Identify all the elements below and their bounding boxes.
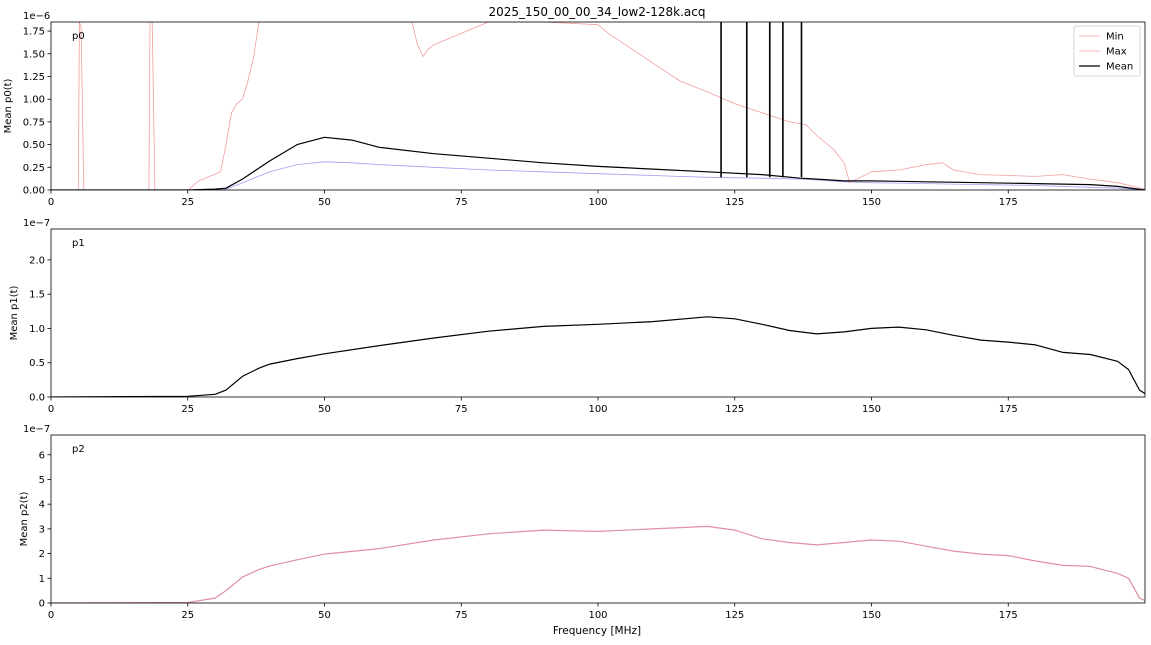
legend-label-mean: Mean (1106, 62, 1133, 73)
axes-frame (50, 228, 1146, 398)
x-tick-label: 0 (48, 610, 54, 621)
y-tick-label: 1.50 (23, 49, 45, 60)
legend-box (1073, 25, 1141, 77)
y-tick-label: 0.50 (23, 140, 45, 151)
x-tick-label: 75 (455, 197, 468, 208)
y-tick-label: 0.0 (29, 393, 45, 404)
y-offset-text: 1e−6 (23, 11, 50, 22)
axes-frame (50, 21, 1146, 191)
y-tick-label: 2.0 (29, 255, 45, 266)
y-tick-label: 6 (39, 450, 45, 461)
y-tick-label: 5 (39, 475, 45, 486)
x-tick-label: 175 (999, 197, 1018, 208)
y-axis-label: Mean p2(t) (19, 491, 30, 546)
x-tick-label: 100 (588, 197, 607, 208)
y-axis-label: Mean p1(t) (9, 285, 20, 340)
y-tick-label: 1.5 (29, 290, 45, 301)
panel-label: p2 (72, 444, 85, 455)
x-tick-label: 50 (318, 404, 331, 415)
y-offset-text: 1e−7 (23, 218, 50, 229)
y-tick-label: 1 (39, 574, 45, 585)
x-tick-label: 50 (318, 610, 331, 621)
y-tick-label: 2 (39, 549, 45, 560)
x-tick-label: 150 (862, 610, 881, 621)
y-tick-label: 1.25 (23, 72, 45, 83)
y-tick-label: 4 (39, 500, 45, 511)
y-tick-label: 3 (39, 524, 45, 535)
x-tick-label: 0 (48, 197, 54, 208)
series-line-main (51, 316, 1145, 397)
x-tick-label: 0 (48, 404, 54, 415)
legend-label-max: Max (1106, 47, 1127, 58)
x-tick-label: 50 (318, 197, 331, 208)
panel-p2: 0 25 50 75 100 125 150 175 0 1 2 3 4 5 6 1e−7 Mean p2(t)… (19, 424, 1146, 621)
y-axis-label: Mean p0(t) (3, 78, 14, 133)
x-tick-label: 100 (588, 610, 607, 621)
panel-p1: 0 25 50 75 100 125 150 175 0.0 0.5 1.0 1.5 2.0 1e−7 Me… (9, 218, 1146, 415)
x-tick-label: 25 (181, 404, 194, 415)
y-tick-label: 1.0 (29, 324, 45, 335)
x-tick-label: 25 (181, 610, 194, 621)
y-tick-label: 0.25 (23, 163, 45, 174)
plot-data (51, 316, 1145, 397)
plot-data (51, 525, 1145, 603)
x-axis-label: Frequency [MHz] (553, 625, 641, 637)
x-tick-label: 100 (588, 404, 607, 415)
x-tick-label: 75 (455, 610, 468, 621)
plot-data (51, 22, 1145, 190)
x-tick-label: 150 (862, 404, 881, 415)
x-tick-label: 75 (455, 404, 468, 415)
x-tick-label: 125 (725, 404, 744, 415)
series-line-min (51, 161, 1145, 190)
x-tick-label: 25 (181, 197, 194, 208)
series-line-mean (51, 136, 1145, 190)
panel-label: p1 (72, 238, 85, 249)
y-tick-label: 0 (39, 599, 45, 610)
y-tick-label: 0.5 (29, 358, 45, 369)
axes-frame (50, 434, 1146, 604)
y-tick-label: 0.75 (23, 117, 45, 128)
y-tick-label: 0.00 (23, 186, 45, 197)
series-line-main (51, 525, 1145, 603)
panel-p0: 0 25 50 75 100 125 150 175 0.00 0.25 0.50 0.75 1.00 1… (3, 11, 1146, 208)
panel-label: p0 (72, 31, 85, 42)
x-tick-label: 175 (999, 610, 1018, 621)
y-tick-label: 1.00 (23, 95, 45, 106)
x-tick-label: 150 (862, 197, 881, 208)
series-line-max (51, 22, 1145, 190)
figure-title: 2025_150_00_00_34_low2-128k.acq (489, 5, 706, 19)
x-tick-label: 125 (725, 197, 744, 208)
y-offset-text: 1e−7 (23, 424, 50, 435)
x-tick-label: 175 (999, 404, 1018, 415)
legend-label-min: Min (1106, 32, 1124, 43)
x-tick-label: 125 (725, 610, 744, 621)
y-tick-label: 1.75 (23, 27, 45, 38)
